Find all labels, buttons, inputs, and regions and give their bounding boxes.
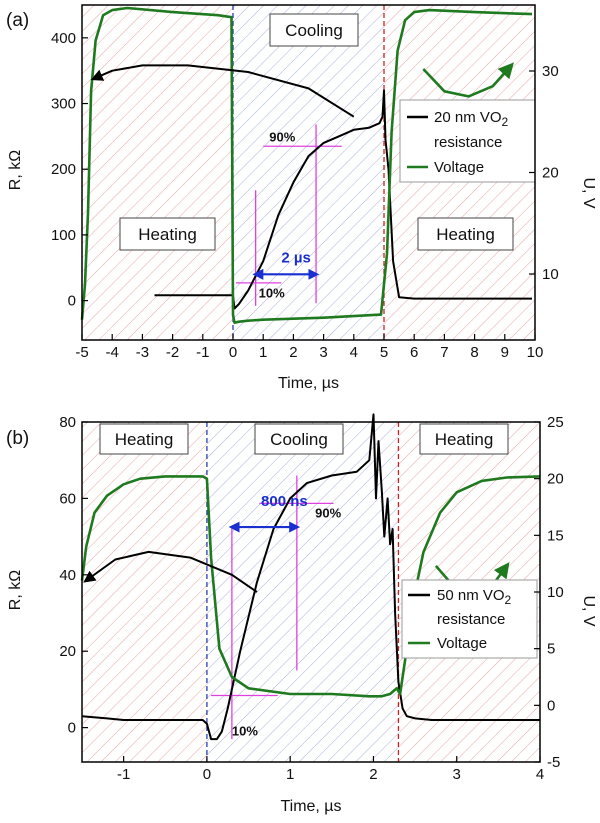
region-heating-0 xyxy=(82,5,233,340)
region-label-box xyxy=(254,423,344,455)
y-left-tick-label: 80 xyxy=(59,414,76,431)
x-axis-title: Time, µs xyxy=(278,375,339,392)
y-right-tick-label: 30 xyxy=(542,63,559,80)
x-tick-label: 0 xyxy=(203,766,211,783)
region-label-box xyxy=(419,423,509,455)
legend-label-voltage: Voltage xyxy=(437,635,487,652)
panel-label: (b) xyxy=(6,428,29,449)
y-right-tick-label: 10 xyxy=(542,266,559,283)
region-label: Heating xyxy=(436,225,495,244)
x-tick-label: -2 xyxy=(166,344,179,361)
y-right-tick-label: -5 xyxy=(547,754,560,771)
x-tick-label: 3 xyxy=(319,344,327,361)
series-resistance-line xyxy=(154,89,532,310)
region-label-box xyxy=(119,217,216,251)
y-right-tick-label: 20 xyxy=(542,165,559,182)
y-left-tick-label: 40 xyxy=(59,567,76,584)
series-voltage-line xyxy=(80,6,533,324)
region-label: Cooling xyxy=(285,21,343,40)
region-label-box xyxy=(417,217,514,251)
region-label: Heating xyxy=(138,225,197,244)
resistance-trend-arrow xyxy=(83,550,258,593)
x-tick-label: 4 xyxy=(536,766,544,783)
x-tick-label: 7 xyxy=(440,344,448,361)
y-left-tick-label: 200 xyxy=(51,161,76,178)
y-left-tick-label: 0 xyxy=(68,720,76,737)
y-left-axis-title: R, kΩ xyxy=(7,570,24,610)
x-tick-label: 6 xyxy=(410,344,418,361)
y-left-axis-title: R, kΩ xyxy=(7,150,24,190)
y-right-tick-label: 10 xyxy=(547,584,564,601)
region-heating-0 xyxy=(82,422,207,762)
percent-label: 90% xyxy=(269,130,295,145)
region-label: Heating xyxy=(115,430,174,449)
panel-a: 90% 10% 2 µs Heating Cooling Heating 20 nm VO2… xyxy=(6,4,597,392)
x-tick-label: 1 xyxy=(286,766,294,783)
y-left-tick-label: 0 xyxy=(68,293,76,310)
panel-b: 90% 10% 800 ns Heating Cooling Heating 50 nm V… xyxy=(6,413,597,815)
x-tick-label: 9 xyxy=(501,344,509,361)
y-right-axis-title: U, V xyxy=(580,595,597,626)
y-right-tick-label: 5 xyxy=(547,641,555,658)
y-right-tick-label: 0 xyxy=(547,697,555,714)
x-tick-label: -1 xyxy=(196,344,209,361)
resistance-trend-arrow xyxy=(90,64,355,118)
y-right-tick-label: 15 xyxy=(547,527,564,544)
percent-label: 10% xyxy=(259,285,285,300)
panel-label: (a) xyxy=(6,10,29,31)
percent-label: 90% xyxy=(315,506,341,521)
legend-label-resistance-cont: resistance xyxy=(437,611,505,628)
y-left-tick-label: 300 xyxy=(51,96,76,113)
legend-label-resistance: 20 nm VO2 xyxy=(434,109,509,129)
y-left-tick-label: 400 xyxy=(51,30,76,47)
x-tick-label: -4 xyxy=(106,344,119,361)
x-tick-label: 3 xyxy=(453,766,461,783)
x-tick-label: 8 xyxy=(470,344,478,361)
span-label: 2 µs xyxy=(281,249,311,266)
x-tick-label: 2 xyxy=(289,344,297,361)
region-cooling-1 xyxy=(233,5,384,340)
x-tick-label: -3 xyxy=(136,344,149,361)
region-label-box xyxy=(99,423,189,455)
region-label-box xyxy=(269,13,359,47)
legend-box xyxy=(401,579,538,659)
legend-label-resistance-cont: resistance xyxy=(434,134,502,151)
legend-label-resistance: 50 nm VO2 xyxy=(437,587,512,607)
region-label: Heating xyxy=(435,430,494,449)
x-tick-label: 10 xyxy=(527,344,544,361)
x-tick-label: -1 xyxy=(117,766,130,783)
x-tick-label: 5 xyxy=(380,344,388,361)
legend-box xyxy=(399,99,536,183)
region-label: Cooling xyxy=(270,430,328,449)
x-tick-label: 1 xyxy=(259,344,267,361)
voltage-trend-arrow xyxy=(422,62,514,98)
percent-label: 10% xyxy=(232,723,258,738)
x-tick-label: 2 xyxy=(369,766,377,783)
y-left-tick-label: 60 xyxy=(59,490,76,507)
legend-label-voltage: Voltage xyxy=(434,159,484,176)
y-right-tick-label: 25 xyxy=(547,414,564,431)
x-tick-label: 4 xyxy=(350,344,358,361)
x-axis-title: Time, µs xyxy=(280,798,341,815)
y-right-axis-title: U, V xyxy=(580,177,597,208)
y-left-tick-label: 100 xyxy=(51,227,76,244)
y-right-tick-label: 20 xyxy=(547,471,564,488)
series-voltage-line xyxy=(80,475,541,698)
region-cooling-1 xyxy=(206,422,399,762)
span-label: 800 ns xyxy=(261,493,308,510)
y-left-tick-label: 20 xyxy=(59,643,76,660)
x-tick-label: -5 xyxy=(75,344,88,361)
x-tick-label: 0 xyxy=(229,344,237,361)
